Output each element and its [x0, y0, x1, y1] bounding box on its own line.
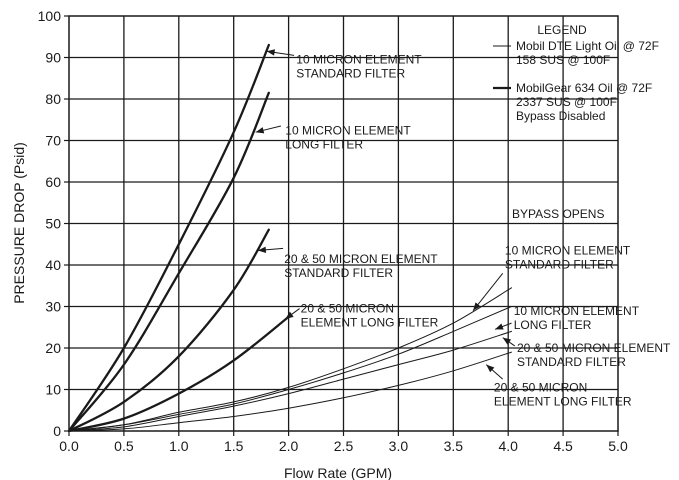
y-tick-label: 10: [45, 382, 61, 398]
x-axis-title: Flow Rate (GPM): [284, 465, 392, 480]
annotation-label-1: STANDARD FILTER: [296, 67, 405, 81]
annotation-label-8: ELEMENT LONG FILTER: [494, 395, 632, 409]
y-tick-label: 0: [53, 423, 61, 439]
series-group: [67, 43, 512, 433]
annotation-label-4: 20 & 50 MICRON: [301, 302, 394, 316]
series-line-3: [67, 228, 270, 433]
y-tick-label: 80: [45, 91, 61, 107]
annotation-arrowhead: [257, 246, 267, 254]
annotation-arrowhead: [495, 323, 504, 330]
x-tick-label: 4.0: [498, 438, 518, 454]
series-line-7: [68, 330, 512, 432]
series-line-4: [67, 315, 290, 433]
tick-labels: 0.0 0.5 1.0 1.5 2.0 2.5 3.0 3.5 4.0 4.5 5.0 0 10 20 30…: [38, 8, 628, 454]
y-tick-label: 90: [45, 50, 61, 66]
x-tick-label: 0.0: [59, 438, 79, 454]
annotation-label-7: 20 & 50 MICRON ELEMENT: [517, 341, 671, 355]
series-line-8: [68, 351, 512, 432]
x-tick-label: 4.5: [553, 438, 573, 454]
annotation-label-5: STANDARD FILTER: [505, 258, 614, 272]
annotation-label-6: LONG FILTER: [514, 318, 592, 332]
annotation-arrowhead: [473, 302, 481, 311]
x-tick-label: 5.0: [608, 438, 628, 454]
annotation-label-3: 20 & 50 MICRON ELEMENT: [284, 252, 438, 266]
legend-label: 2337 SUS @ 100F: [516, 95, 617, 109]
annotation-label-5: 10 MICRON ELEMENT: [505, 244, 631, 258]
y-tick-label: 100: [38, 8, 62, 24]
y-tick-label: 20: [45, 340, 61, 356]
x-tick-label: 2.5: [334, 438, 354, 454]
y-tick-label: 60: [45, 174, 61, 190]
annotation-label-3: STANDARD FILTER: [284, 266, 393, 280]
annotation-arrowhead: [255, 127, 265, 134]
annotation-arrowhead: [285, 311, 294, 319]
annotation-label-7: STANDARD FILTER: [517, 355, 626, 369]
annotation-arrowhead: [486, 364, 495, 373]
plot-area: [68, 15, 619, 432]
series-line-2: [67, 91, 270, 433]
grid: [64, 15, 619, 436]
annotation-arrowhead: [502, 337, 512, 345]
annotation-label-4: ELEMENT LONG FILTER: [301, 316, 439, 330]
y-tick-label: 70: [45, 133, 61, 149]
bypass-opens-label: BYPASS OPENS: [512, 207, 604, 221]
y-tick-label: 40: [45, 257, 61, 273]
annotation-label-1: 10 MICRON ELEMENT: [296, 53, 422, 67]
annotation-label-2: 10 MICRON ELEMENT: [285, 123, 411, 137]
annotation-label-8: 20 & 50 MICRON: [494, 381, 587, 395]
y-tick-label: 50: [45, 216, 61, 232]
series-line-5: [68, 287, 512, 432]
annotation-arrowhead: [266, 49, 276, 56]
legend-title: LEGEND: [537, 23, 587, 37]
legend-label: MobilGear 634 Oil @ 72F: [516, 81, 652, 95]
x-tick-label: 2.0: [279, 438, 299, 454]
x-tick-label: 0.5: [114, 438, 134, 454]
legend-label: 158 SUS @ 100F: [516, 53, 610, 67]
legend-label: Mobil DTE Light Oil @ 72F: [516, 39, 659, 53]
y-axis-title: PRESSURE DROP (Psid): [11, 142, 27, 304]
series-line-1: [67, 43, 270, 433]
x-tick-label: 3.0: [389, 438, 409, 454]
x-tick-label: 1.5: [224, 438, 244, 454]
y-tick-label: 30: [45, 299, 61, 315]
annotation-label-6: 10 MICRON ELEMENT: [514, 304, 640, 318]
x-tick-label: 1.0: [169, 438, 189, 454]
x-tick-label: 3.5: [444, 438, 464, 454]
legend-label: Bypass Disabled: [516, 109, 605, 123]
series-line-6: [68, 306, 512, 432]
annotation-label-2: LONG FILTER: [285, 137, 363, 151]
